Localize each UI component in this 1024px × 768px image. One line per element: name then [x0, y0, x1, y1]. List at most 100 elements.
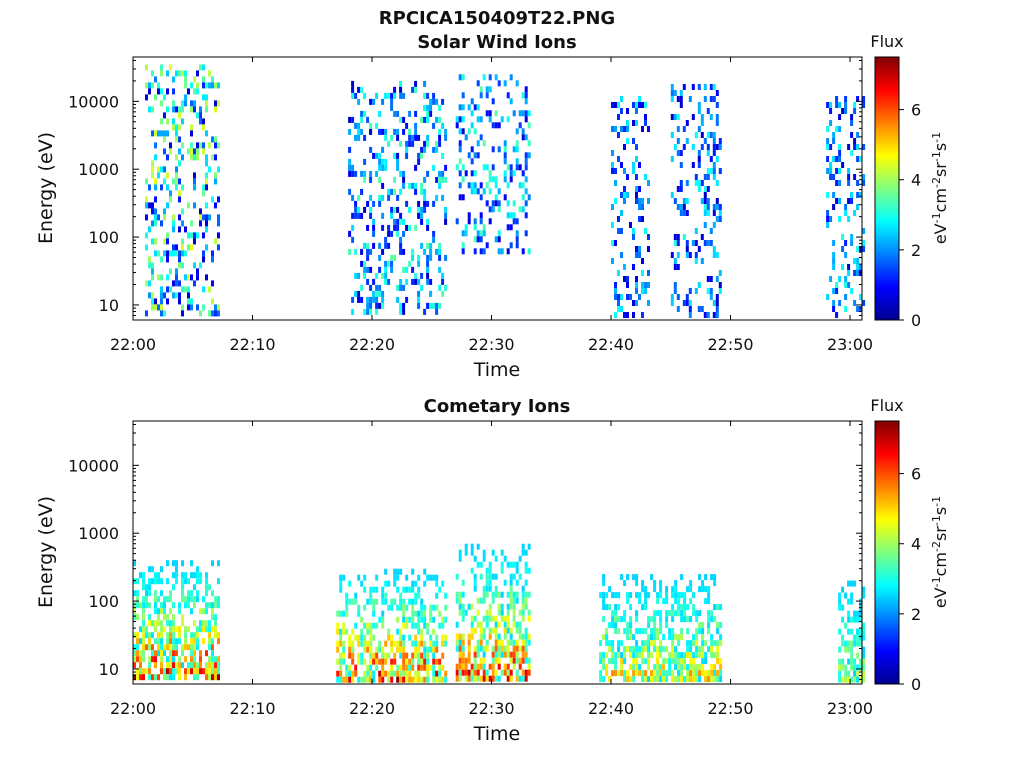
- heatmap-cell: [175, 626, 178, 633]
- heatmap-cell: [417, 646, 421, 653]
- heatmap-cell: [190, 656, 193, 663]
- heatmap-cell: [402, 622, 406, 629]
- heatmap-cell: [494, 555, 498, 562]
- heatmap-cell: [524, 134, 528, 141]
- heatmap-cell: [172, 124, 175, 131]
- heatmap-cell: [838, 628, 842, 635]
- heatmap-cell: [390, 266, 394, 273]
- heatmap-cell: [686, 676, 690, 683]
- heatmap-cell: [193, 154, 196, 161]
- heatmap-cell: [464, 549, 468, 556]
- heatmap-cell: [680, 670, 684, 677]
- heatmap-cell: [671, 604, 675, 611]
- heatmap-cell: [166, 70, 169, 77]
- heatmap-cell: [674, 652, 678, 659]
- heatmap-cell: [829, 120, 833, 126]
- heatmap-cell: [647, 664, 651, 671]
- heatmap-cell: [214, 178, 217, 185]
- heatmap-cell: [488, 116, 492, 123]
- heatmap-cell: [402, 640, 406, 647]
- heatmap-cell: [512, 212, 516, 219]
- heatmap-cell: [438, 266, 442, 273]
- heatmap-cell: [653, 580, 657, 587]
- heatmap-cell: [479, 633, 483, 640]
- heatmap-cell: [521, 248, 525, 255]
- heatmap-cell: [494, 621, 498, 628]
- heatmap-cell: [357, 658, 361, 665]
- heatmap-cell: [670, 114, 674, 120]
- heatmap-cell: [841, 162, 845, 168]
- heatmap-cell: [169, 662, 172, 669]
- heatmap-cell: [357, 212, 361, 219]
- heatmap-cell: [360, 128, 364, 135]
- heatmap-cell: [512, 561, 516, 568]
- heatmap-cell: [641, 216, 644, 222]
- heatmap-cell: [163, 644, 166, 651]
- heatmap-cell: [205, 608, 208, 615]
- heatmap-cell: [423, 92, 427, 99]
- heatmap-cell: [402, 128, 406, 135]
- heatmap-cell: [172, 632, 175, 639]
- heatmap-cell: [202, 232, 205, 239]
- heatmap-cell: [488, 579, 492, 586]
- heatmap-cell: [357, 86, 361, 93]
- heatmap-cell: [354, 634, 358, 641]
- heatmap-cell: [485, 639, 489, 646]
- y-axis-label-cometary: Energy (eV): [35, 496, 57, 608]
- heatmap-cell: [202, 148, 205, 155]
- heatmap-cell: [190, 608, 193, 615]
- heatmap-cell: [850, 288, 854, 294]
- heatmap-cell: [620, 652, 624, 659]
- heatmap-cell: [521, 615, 525, 622]
- heatmap-cell: [617, 604, 621, 611]
- heatmap-cell: [342, 574, 346, 581]
- heatmap-cell: [706, 198, 710, 204]
- heatmap-cell: [366, 628, 370, 635]
- heatmap-cell: [384, 128, 388, 135]
- heatmap-cell: [464, 657, 468, 664]
- heatmap-cell: [184, 656, 187, 663]
- heatmap-cell: [668, 634, 672, 641]
- heatmap-cell: [378, 200, 382, 207]
- heatmap-cell: [190, 596, 193, 603]
- heatmap-cell: [163, 112, 166, 119]
- heatmap-cell: [838, 664, 842, 671]
- heatmap-cell: [193, 184, 196, 191]
- panel-title-solar-wind: Solar Wind Ions: [417, 32, 576, 53]
- heatmap-cell: [718, 138, 722, 144]
- heatmap-cell: [479, 182, 483, 189]
- heatmap-cell: [199, 626, 202, 633]
- heatmap-cell: [375, 598, 379, 605]
- heatmap-cell: [676, 150, 680, 156]
- heatmap-cell: [172, 220, 175, 227]
- heatmap-cell: [438, 140, 442, 147]
- heatmap-cell: [369, 122, 373, 129]
- heatmap-cell: [647, 198, 650, 204]
- heatmap-cell: [360, 640, 364, 647]
- heatmap-cell: [160, 644, 163, 651]
- heatmap-cell: [709, 96, 713, 102]
- heatmap-cell: [208, 656, 211, 663]
- heatmap-cell: [494, 573, 498, 580]
- heatmap-cell: [348, 170, 352, 177]
- heatmap-cell: [151, 578, 154, 585]
- heatmap-cell: [632, 664, 636, 671]
- heatmap-cell: [650, 634, 654, 641]
- heatmap-cell: [190, 148, 193, 155]
- heatmap-cell: [617, 640, 621, 647]
- heatmap-cell: [432, 616, 436, 623]
- heatmap-cell: [844, 640, 848, 647]
- heatmap-cell: [136, 590, 139, 597]
- heatmap-cell: [485, 86, 489, 93]
- heatmap-cell: [390, 98, 394, 105]
- heatmap-cell: [635, 192, 638, 198]
- heatmap-cell: [142, 578, 145, 585]
- heatmap-cell: [515, 627, 519, 634]
- heatmap-cell: [488, 74, 492, 81]
- heatmap-cell: [494, 591, 498, 598]
- heatmap-cell: [676, 234, 680, 240]
- heatmap-cell: [217, 662, 220, 669]
- heatmap-cell: [689, 586, 693, 593]
- heatmap-cell: [473, 218, 477, 225]
- heatmap-cell: [387, 628, 391, 635]
